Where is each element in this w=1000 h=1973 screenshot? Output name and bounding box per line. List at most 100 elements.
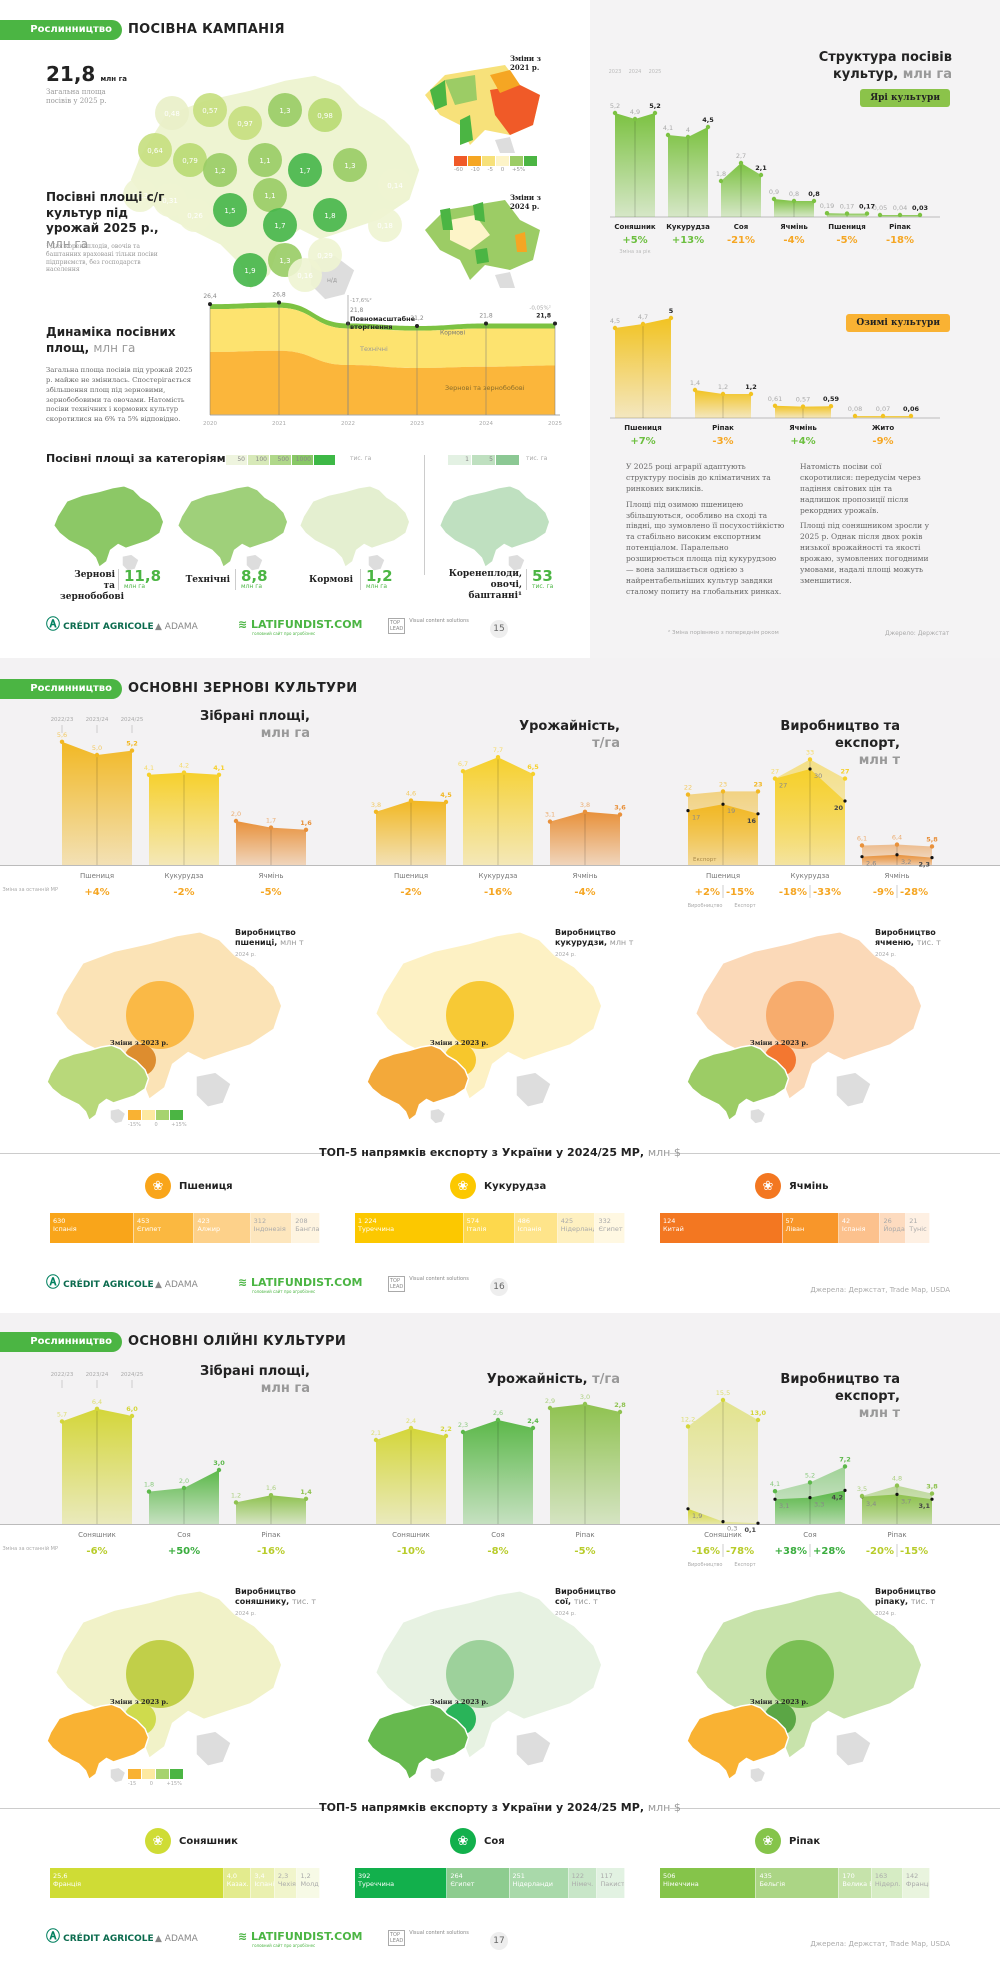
data-point <box>807 1480 813 1485</box>
category-map-shape <box>438 484 551 573</box>
total-label: 26,4 <box>203 293 217 300</box>
category-map <box>52 484 165 573</box>
value-label: 1,2 <box>718 383 728 391</box>
data-point <box>844 211 850 216</box>
value-label: 0,08 <box>848 405 862 413</box>
changes-minimap <box>686 1044 790 1125</box>
data-point <box>181 770 187 775</box>
export-country: Нідерл. <box>874 1880 901 1889</box>
export-segment: 142Франція <box>902 1868 930 1898</box>
data-point <box>443 799 449 805</box>
data-point <box>612 110 618 116</box>
value-label: 2,9 <box>545 1397 555 1405</box>
adama-logo: ▲ ADAMA <box>155 1934 198 1944</box>
export-segment: 251 Нідерланди <box>509 1868 569 1898</box>
export-segment: 435 Бельгія <box>756 1868 840 1898</box>
category-label: Пшениця <box>706 872 740 880</box>
export-segment: 425 Нідерланд. <box>557 1213 596 1243</box>
crop-name: Соя <box>484 1835 505 1847</box>
data-point <box>373 809 379 814</box>
data-point <box>828 404 834 409</box>
export-value: 21 <box>909 1217 918 1225</box>
winter-crops-chart: 4,5 4,7 5 Пшениця +7% 1,4 1,2 1,2 Ріпак -3% 0,61 0,… <box>610 307 940 447</box>
crimea-region <box>245 553 265 573</box>
change-value: -2% <box>173 887 194 898</box>
value-label: 7,7 <box>493 746 503 754</box>
change-value: -5% <box>260 887 281 898</box>
data-point <box>685 134 691 140</box>
footer: Ⓐ CRÉDIT AGRICOLE ▲ ADAMA ≋ LATIFUNDIST.… <box>0 1924 1000 1964</box>
crimea-region <box>429 1107 447 1125</box>
bar-area <box>688 1400 758 1524</box>
export-segment: 26Йордан. <box>880 1213 907 1243</box>
export-label: 17 <box>692 814 700 822</box>
region-value: 1,3 <box>279 257 290 265</box>
export-country: Туніс <box>909 1225 927 1234</box>
x-tick-label: 2023 <box>410 421 424 427</box>
export-area <box>775 1490 845 1524</box>
export-bar: 25,6Франція4,0Казах.3,4Іспанія2,3Чехія1,… <box>50 1868 321 1898</box>
value-label: 27 <box>771 768 779 776</box>
spring-crops-chart: 5,2 4,9 5,2 Соняшник +5% 4,1 4 4,5 Кукурудза +13%… <box>609 69 940 255</box>
export-segment: 1,2Молдова <box>297 1868 321 1898</box>
category-label-grain: Зернові та зернобобові <box>60 570 125 602</box>
export-value: 425 <box>560 1217 574 1225</box>
value-label: 1,8 <box>716 170 726 178</box>
crimea-region <box>109 1107 127 1125</box>
map-hotspot <box>126 981 194 1049</box>
page-number: 17 <box>490 1932 508 1950</box>
export-country: Єгипет <box>136 1225 162 1234</box>
export-segment: 506 Німеччина <box>660 1868 757 1898</box>
data-point <box>530 1425 536 1431</box>
data-point <box>129 748 135 753</box>
year-label: 2024 <box>629 69 642 75</box>
change-production: -9% <box>873 887 894 898</box>
value-label: 4 <box>686 126 690 134</box>
data-point <box>720 391 726 397</box>
export-segment: 1 224 Туреччина <box>355 1213 464 1243</box>
value-label: 4,1 <box>213 764 225 772</box>
change-value: -2% <box>400 887 421 898</box>
data-point <box>771 196 777 202</box>
change-value: -8% <box>487 1546 508 1557</box>
yield-title: Урожайність, т/га <box>486 1372 620 1387</box>
export-point <box>756 1521 760 1525</box>
value-label: 4,5 <box>702 116 714 124</box>
category-label: Кукурудза <box>666 223 710 231</box>
page-title: ОСНОВНІ ОЛІЙНІ КУЛЬТУРИ <box>128 1334 347 1349</box>
data-point <box>842 776 848 781</box>
crimea-region <box>429 1766 447 1784</box>
production-note: Виробництво <box>688 903 723 909</box>
export-segment: 574 Італія <box>463 1213 515 1243</box>
change-value: -16% <box>257 1546 285 1557</box>
category-label: Соя <box>177 1531 190 1539</box>
footer: Ⓐ CRÉDIT AGRICOLE ▲ ADAMA ≋ LATIFUNDIST.… <box>0 612 1000 652</box>
change-2024-map <box>425 200 540 288</box>
export-point <box>721 1520 725 1524</box>
export-country: Німеч. <box>571 1880 594 1889</box>
export-point <box>895 1492 899 1496</box>
category-label: Соя <box>803 1531 816 1539</box>
map-title: Посівні площі с/г культур під урожай 202… <box>46 190 165 251</box>
crimea-region <box>367 553 387 573</box>
x-tick-label: 2020 <box>203 421 217 427</box>
export-point <box>843 1488 847 1492</box>
credit-agricole-logo: Ⓐ CRÉDIT AGRICOLE <box>46 1275 154 1291</box>
export-value: 392 <box>358 1872 371 1880</box>
category-value-vegetables: 53 тис. га <box>526 569 553 590</box>
data-point <box>216 1467 222 1473</box>
data-point <box>129 1413 135 1419</box>
text-left: У 2025 році аграрії адаптують структуру … <box>626 462 785 596</box>
source: Джерело: Держстат <box>885 630 950 637</box>
value-label: 2,0 <box>231 810 241 818</box>
page-title: ПОСІВНА КАМПАНІЯ <box>128 22 285 37</box>
data-point <box>495 1417 501 1423</box>
data-point <box>233 1500 239 1505</box>
export-label: 1,9 <box>692 1512 702 1520</box>
export-segment: 163 Нідерл. <box>871 1868 903 1898</box>
value-label: 2,7 <box>736 152 746 160</box>
data-point <box>718 178 724 184</box>
bar-area <box>236 1495 306 1524</box>
value-label: 3,6 <box>614 804 626 812</box>
